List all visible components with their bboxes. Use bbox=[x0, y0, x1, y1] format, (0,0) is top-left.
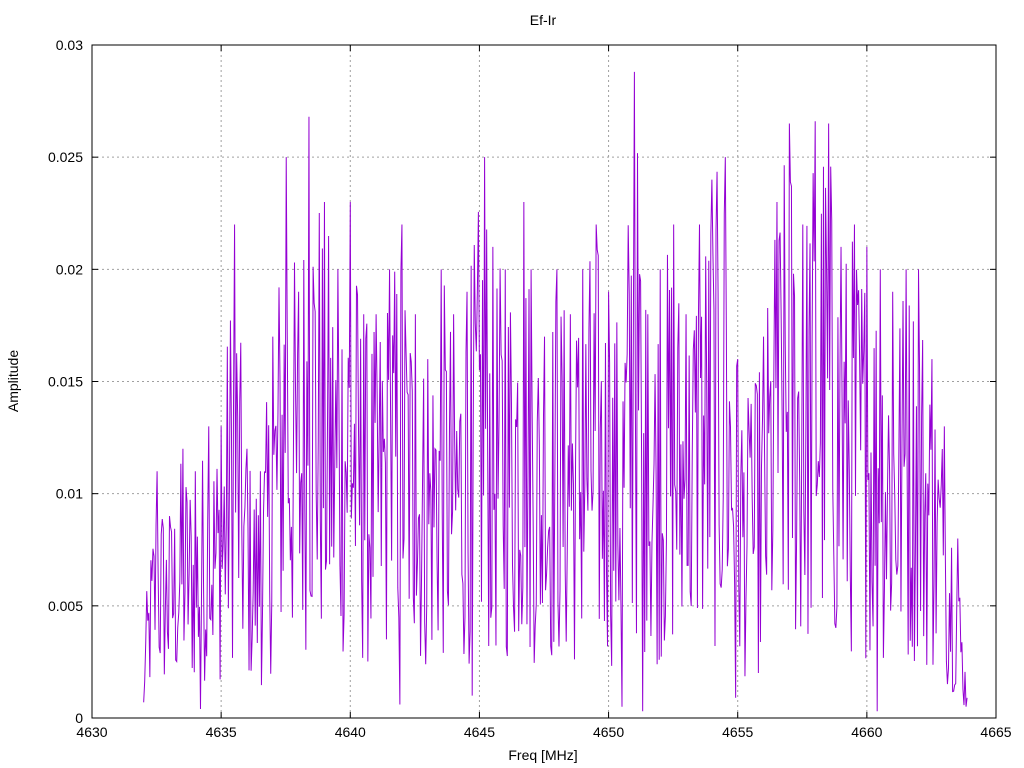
tick-layer: 4630 4635 4640 4645 4650 4655 4660 4665 0 0.005 0.… bbox=[48, 37, 1012, 740]
x-tick-label: 4645 bbox=[464, 724, 495, 740]
y-tick-label: 0 bbox=[75, 710, 83, 726]
x-tick-label: 4655 bbox=[722, 724, 753, 740]
x-tick-label: 4640 bbox=[335, 724, 366, 740]
x-tick-label: 4650 bbox=[593, 724, 624, 740]
x-tick-label: 4665 bbox=[980, 724, 1011, 740]
y-tick-label: 0.02 bbox=[56, 261, 83, 277]
series-layer bbox=[143, 71, 968, 712]
y-tick-label: 0.025 bbox=[48, 149, 83, 165]
x-axis-label: Freq [MHz] bbox=[508, 747, 577, 763]
x-tick-label: 4630 bbox=[76, 724, 107, 740]
y-tick-label: 0.015 bbox=[48, 374, 83, 390]
x-tick-label: 4660 bbox=[851, 724, 882, 740]
y-tick-label: 0.01 bbox=[56, 486, 83, 502]
x-tick-label: 4635 bbox=[206, 724, 237, 740]
y-tick-label: 0.03 bbox=[56, 37, 83, 53]
y-tick-label: 0.005 bbox=[48, 598, 83, 614]
chart-title: Ef-Ir bbox=[530, 12, 557, 28]
y-axis-label: Amplitude bbox=[5, 350, 21, 412]
series-line bbox=[143, 71, 968, 712]
